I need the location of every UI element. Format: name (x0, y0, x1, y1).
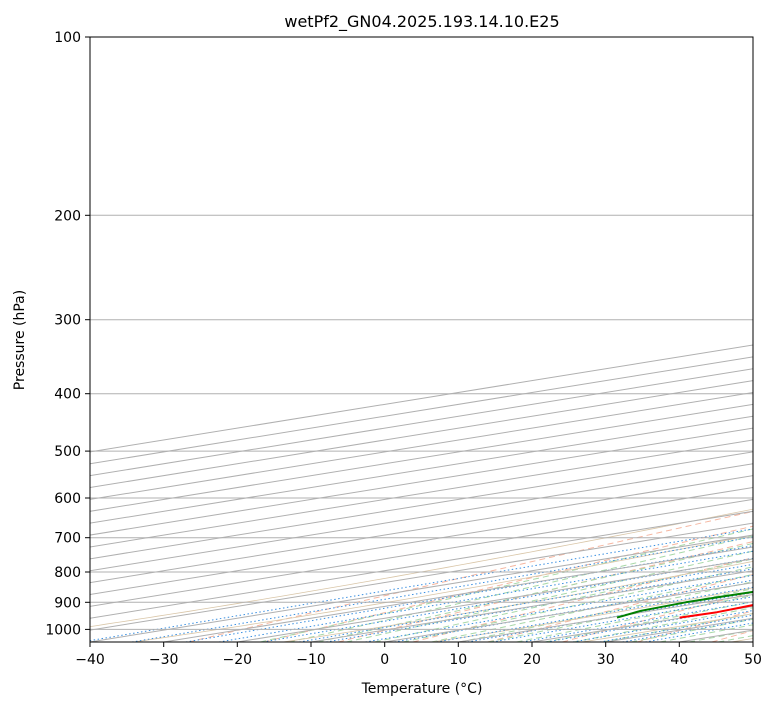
theta-e-line (432, 587, 753, 642)
x-tick-label: 20 (523, 652, 541, 668)
mixing-ratio-line (218, 550, 753, 642)
isotherm-line (752, 641, 753, 642)
y-axis: 100 200 300 400 500 600 700 800 900 1000 (45, 30, 90, 638)
grid (90, 37, 753, 642)
isotherm-line (90, 463, 753, 572)
dry-adiabat-line (412, 557, 753, 642)
mixing-ratio-line (572, 610, 753, 642)
moist-adiabat-line (317, 542, 753, 642)
y-tick-label: 100 (54, 30, 81, 46)
mixing-ratio-line (131, 536, 753, 642)
y-tick-label: 400 (54, 387, 81, 403)
dry-adiabat-line (188, 510, 753, 642)
isotherm-line (90, 475, 753, 584)
y-tick-label: 700 (54, 531, 81, 547)
y-tick-label: 300 (54, 313, 81, 329)
isotherm-line (90, 534, 753, 642)
x-tick-label: 40 (670, 652, 688, 668)
plot-frame (89, 36, 754, 643)
x-tick-label: 30 (597, 652, 615, 668)
mixing-ratio-line (185, 545, 753, 642)
background-lines (90, 508, 753, 642)
x-axis-label: Temperature (°C) (361, 681, 483, 697)
x-tick-label: −30 (149, 652, 179, 668)
mixing-ratio-line (522, 601, 753, 642)
x-tick-label: 0 (380, 652, 389, 668)
mixing-ratio-line (546, 605, 753, 642)
moist-adiabat-line (346, 550, 753, 642)
theta-e-line (133, 534, 753, 642)
x-axis: −40 −30 −20 −10 0 10 20 30 40 50 (75, 642, 762, 668)
y-tick-label: 500 (54, 444, 81, 460)
theta-e-line (90, 508, 753, 628)
isotherm-line (90, 510, 753, 619)
isotherm-line (90, 487, 753, 595)
y-tick-label: 200 (54, 208, 81, 224)
x-tick-label: −10 (296, 652, 326, 668)
moist-adiabat-line (431, 573, 753, 642)
moist-adiabat-line (459, 581, 753, 642)
y-axis-label: Pressure (hPa) (12, 290, 28, 390)
y-tick-label: 1000 (45, 622, 81, 638)
mixing-ratio-line (599, 614, 753, 642)
moist-adiabat-line (288, 535, 753, 642)
y-tick-label: 600 (54, 491, 81, 507)
isotherm-line (90, 439, 753, 548)
x-tick-label: 10 (449, 652, 467, 668)
moist-adiabat-line (403, 566, 753, 642)
isotherm-line (90, 498, 753, 607)
chart-title: wetPf2_GN04.2025.193.14.10.E25 (284, 12, 559, 32)
x-tick-label: −40 (75, 652, 105, 668)
isotherm-line (90, 451, 753, 560)
y-tick-label: 900 (54, 595, 81, 611)
x-tick-label: 50 (744, 652, 762, 668)
x-tick-label: −20 (223, 652, 253, 668)
y-tick-label: 800 (54, 565, 81, 581)
isotherm-line (90, 522, 753, 631)
mixing-ratio-line (90, 528, 753, 642)
mixing-ratio-line (492, 596, 753, 642)
